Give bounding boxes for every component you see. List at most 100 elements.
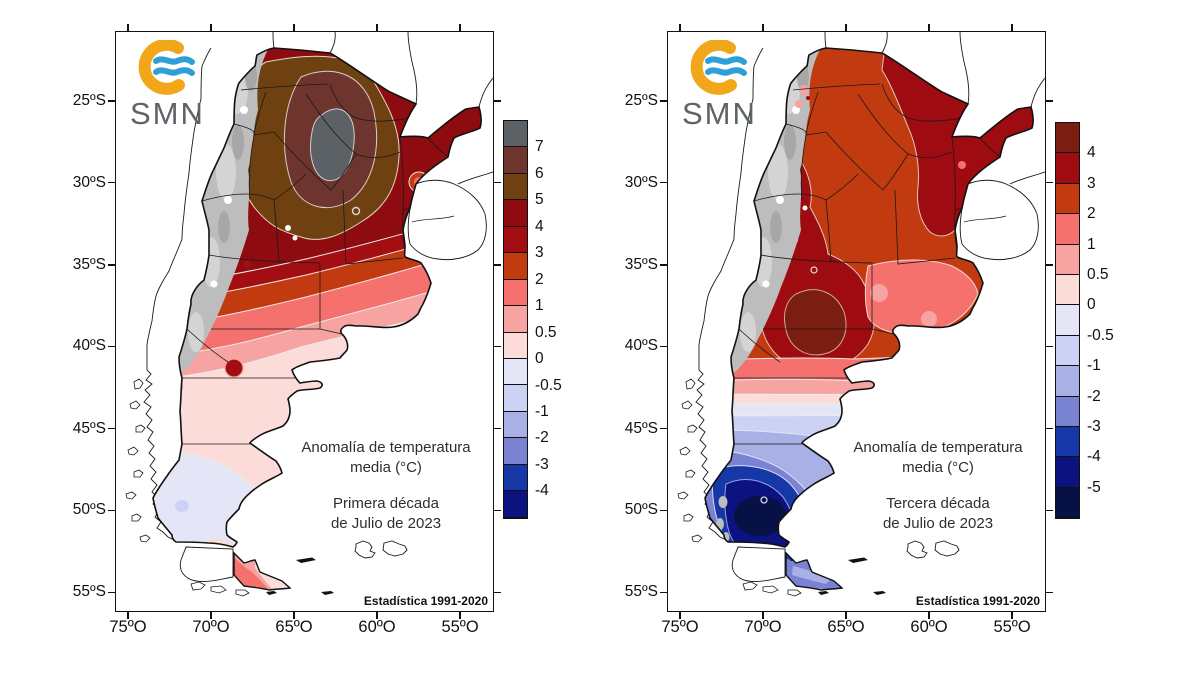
lon-tick-label: 65ºO <box>275 618 313 636</box>
annotation-title-line2: media (°C) <box>902 459 974 476</box>
colorbar-label: 7 <box>535 138 544 156</box>
lat-tick <box>108 181 115 184</box>
annotation-period-line2: de Julio de 2023 <box>330 515 442 532</box>
lat-tick <box>660 509 667 511</box>
lat-tick <box>1046 264 1053 266</box>
annotation-title-line1: Anomalía de temperatura <box>301 439 471 456</box>
lon-tick-label: 70ºO <box>744 618 782 636</box>
lon-tick <box>210 24 212 31</box>
plot-area: Estadística 1991-2020 75ºO 70ºO 65ºO 60ºO 55… <box>625 24 1053 636</box>
map-annotation: Anomalía de temperatura media (°C) Prime… <box>280 438 492 534</box>
colorbar-segment <box>1056 487 1079 519</box>
smn-logo-icon <box>138 38 195 95</box>
stats-note: Estadística 1991-2020 <box>363 594 488 608</box>
lon-tick <box>1011 612 1013 619</box>
plot-area: Estadística 1991-2020 75ºO 70ºO 65ºO 60ºO 55… <box>73 24 501 636</box>
lon-tick <box>928 24 930 31</box>
colorbar-label: 4 <box>535 217 544 235</box>
lat-tick-label: 30ºS <box>624 173 658 191</box>
colorbar-label: -3 <box>535 455 549 473</box>
lat-tick <box>108 509 115 511</box>
colorbar-segment <box>1056 214 1079 245</box>
lat-tick <box>494 591 501 594</box>
lat-tick <box>1046 427 1053 430</box>
lat-tick-label: 55ºS <box>624 583 658 601</box>
colorbar-label: 0 <box>535 350 544 368</box>
lat-tick <box>660 264 667 266</box>
lon-tick <box>293 612 295 619</box>
lat-tick <box>660 591 667 594</box>
smn-logo-text: SMN <box>130 96 205 131</box>
lon-tick <box>459 24 461 31</box>
colorbar-label: 0.5 <box>535 323 557 341</box>
colorbar-label: 1 <box>1087 235 1096 253</box>
annotation-period-line2: de Julio de 2023 <box>882 515 994 532</box>
lat-tick-label: 45ºS <box>624 419 658 437</box>
lat-tick <box>660 427 667 430</box>
colorbar-label: 2 <box>1087 205 1096 223</box>
lat-tick-label: 30ºS <box>72 173 106 191</box>
colorbar-segment <box>504 491 527 518</box>
map-panel-primera-decada: Estadística 1991-2020 75ºO 70ºO 65ºO 60ºO 55… <box>55 0 600 679</box>
lat-tick <box>494 427 501 430</box>
lat-tick <box>494 100 501 102</box>
smn-logo: SMN <box>682 38 812 131</box>
colorbar-segment <box>1056 183 1079 215</box>
lon-tick <box>376 24 378 31</box>
lon-tick-label: 75ºO <box>661 618 699 636</box>
colorbar-segment <box>1056 396 1079 427</box>
smn-logo-icon <box>690 38 747 95</box>
colorbar-segment <box>1056 153 1079 184</box>
colorbar-label: -1 <box>1087 357 1101 375</box>
colorbar-label: 5 <box>535 191 544 209</box>
colorbar-segment <box>1056 274 1079 306</box>
colorbar-segment <box>1056 426 1079 458</box>
colorbar-label: -0.5 <box>535 376 562 394</box>
lat-tick <box>660 345 667 348</box>
colorbar-segment <box>504 121 527 148</box>
lon-tick-label: 65ºO <box>827 618 865 636</box>
colorbar-segment <box>1056 244 1079 275</box>
colorbar-segment <box>504 253 527 280</box>
annotation-title-line1: Anomalía de temperatura <box>853 439 1023 456</box>
colorbar-segment <box>1056 335 1079 367</box>
colorbar-label: 0.5 <box>1087 266 1109 283</box>
lat-tick-label: 25ºS <box>624 91 658 109</box>
colorbar-segment <box>504 200 527 227</box>
map-annotation: Anomalía de temperatura media (°C) Terce… <box>832 438 1044 534</box>
lon-tick <box>293 24 295 31</box>
lat-tick-label: 25ºS <box>72 91 106 109</box>
lat-tick <box>660 100 667 102</box>
colorbar-label: -5 <box>1087 478 1101 496</box>
lat-tick-label: 50ºS <box>72 501 106 519</box>
lon-tick <box>928 612 930 619</box>
colorbar-segment <box>504 306 527 333</box>
colorbar-label: -0.5 <box>1087 326 1114 344</box>
lat-tick <box>1046 591 1053 594</box>
annotation-period-line1: Primera década <box>333 495 439 512</box>
lat-tick <box>108 591 115 594</box>
colorbar-label: -2 <box>535 429 549 447</box>
colorbar-segment <box>504 411 527 439</box>
lat-tick <box>494 264 501 266</box>
lon-tick <box>459 612 461 619</box>
colorbar-temperature-scale: 4 3 2 1 0.5 0 -0.5 -1 -2 -3 -4 -5 <box>1055 122 1114 520</box>
colorbar-temperature-scale: 7 6 5 4 3 2 1 0.5 0 -0.5 -1 -2 -3 -4 <box>503 120 562 519</box>
lat-tick-label: 55ºS <box>72 583 106 601</box>
colorbar-segment <box>1056 123 1079 154</box>
colorbar-segment <box>504 332 527 359</box>
lon-tick-label: 55ºO <box>993 618 1031 636</box>
colorbar-segment <box>504 173 527 201</box>
lon-tick <box>376 612 378 619</box>
lat-tick <box>108 264 115 266</box>
lat-tick <box>1046 509 1053 511</box>
lat-tick-label: 40ºS <box>72 337 106 355</box>
lon-tick <box>127 24 129 31</box>
colorbar-segment <box>504 279 527 307</box>
lat-tick <box>108 427 115 430</box>
argentina-anomaly-map-primera <box>125 32 493 597</box>
colorbar-label: -4 <box>1087 448 1101 466</box>
colorbar-label: 0 <box>1087 296 1096 314</box>
lat-tick <box>494 181 501 184</box>
lat-tick <box>108 345 115 348</box>
